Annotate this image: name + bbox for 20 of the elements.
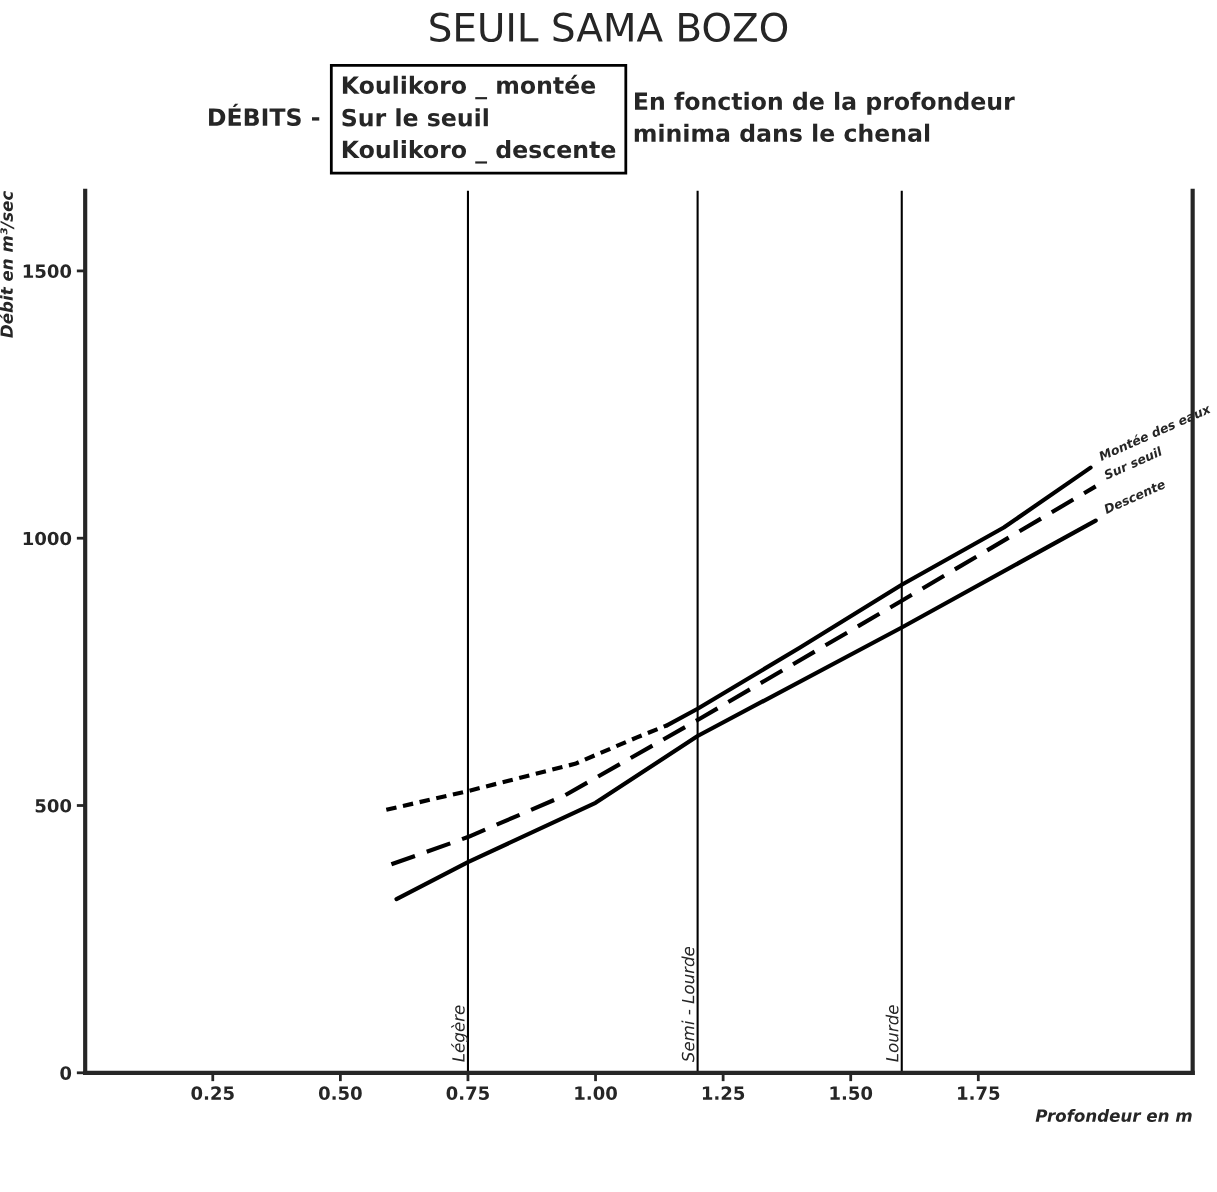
chart-title: SEUIL SAMA BOZO	[430, 12, 788, 43]
x-tick-label: 1.00	[575, 1086, 617, 1100]
x-axis-title: Profondeur en m	[1035, 1109, 1192, 1122]
text: En fonction de la profondeur minima dans le chenal	[634, 91, 1015, 142]
y-tick-label: 0	[60, 1066, 72, 1080]
x-tick-label: 1.75	[958, 1086, 1000, 1100]
y-tick-label: 1000	[23, 531, 72, 546]
y-tick-label: 500	[35, 798, 72, 813]
x-tick-label: 0.50	[318, 1086, 362, 1100]
x-tick-label: 0.25	[191, 1086, 234, 1100]
x-tick-label: 1.25	[702, 1086, 745, 1100]
y-axis-title: Débit en m³/sec	[0, 190, 15, 338]
y-tick-label: 1500	[23, 264, 72, 279]
x-tick-label: 0.75	[446, 1086, 489, 1100]
x-tick-label: 1.50	[830, 1086, 873, 1100]
text: Koulikoro _ montée Sur le seuil Koulikoro _ descente	[342, 74, 616, 164]
ref-line-label: Semi - Lourde	[681, 946, 695, 1063]
ref-line-label: Lourde	[885, 1005, 899, 1062]
text: DÉBITS -	[209, 103, 320, 127]
ref-line-label: Légère	[451, 1005, 468, 1062]
